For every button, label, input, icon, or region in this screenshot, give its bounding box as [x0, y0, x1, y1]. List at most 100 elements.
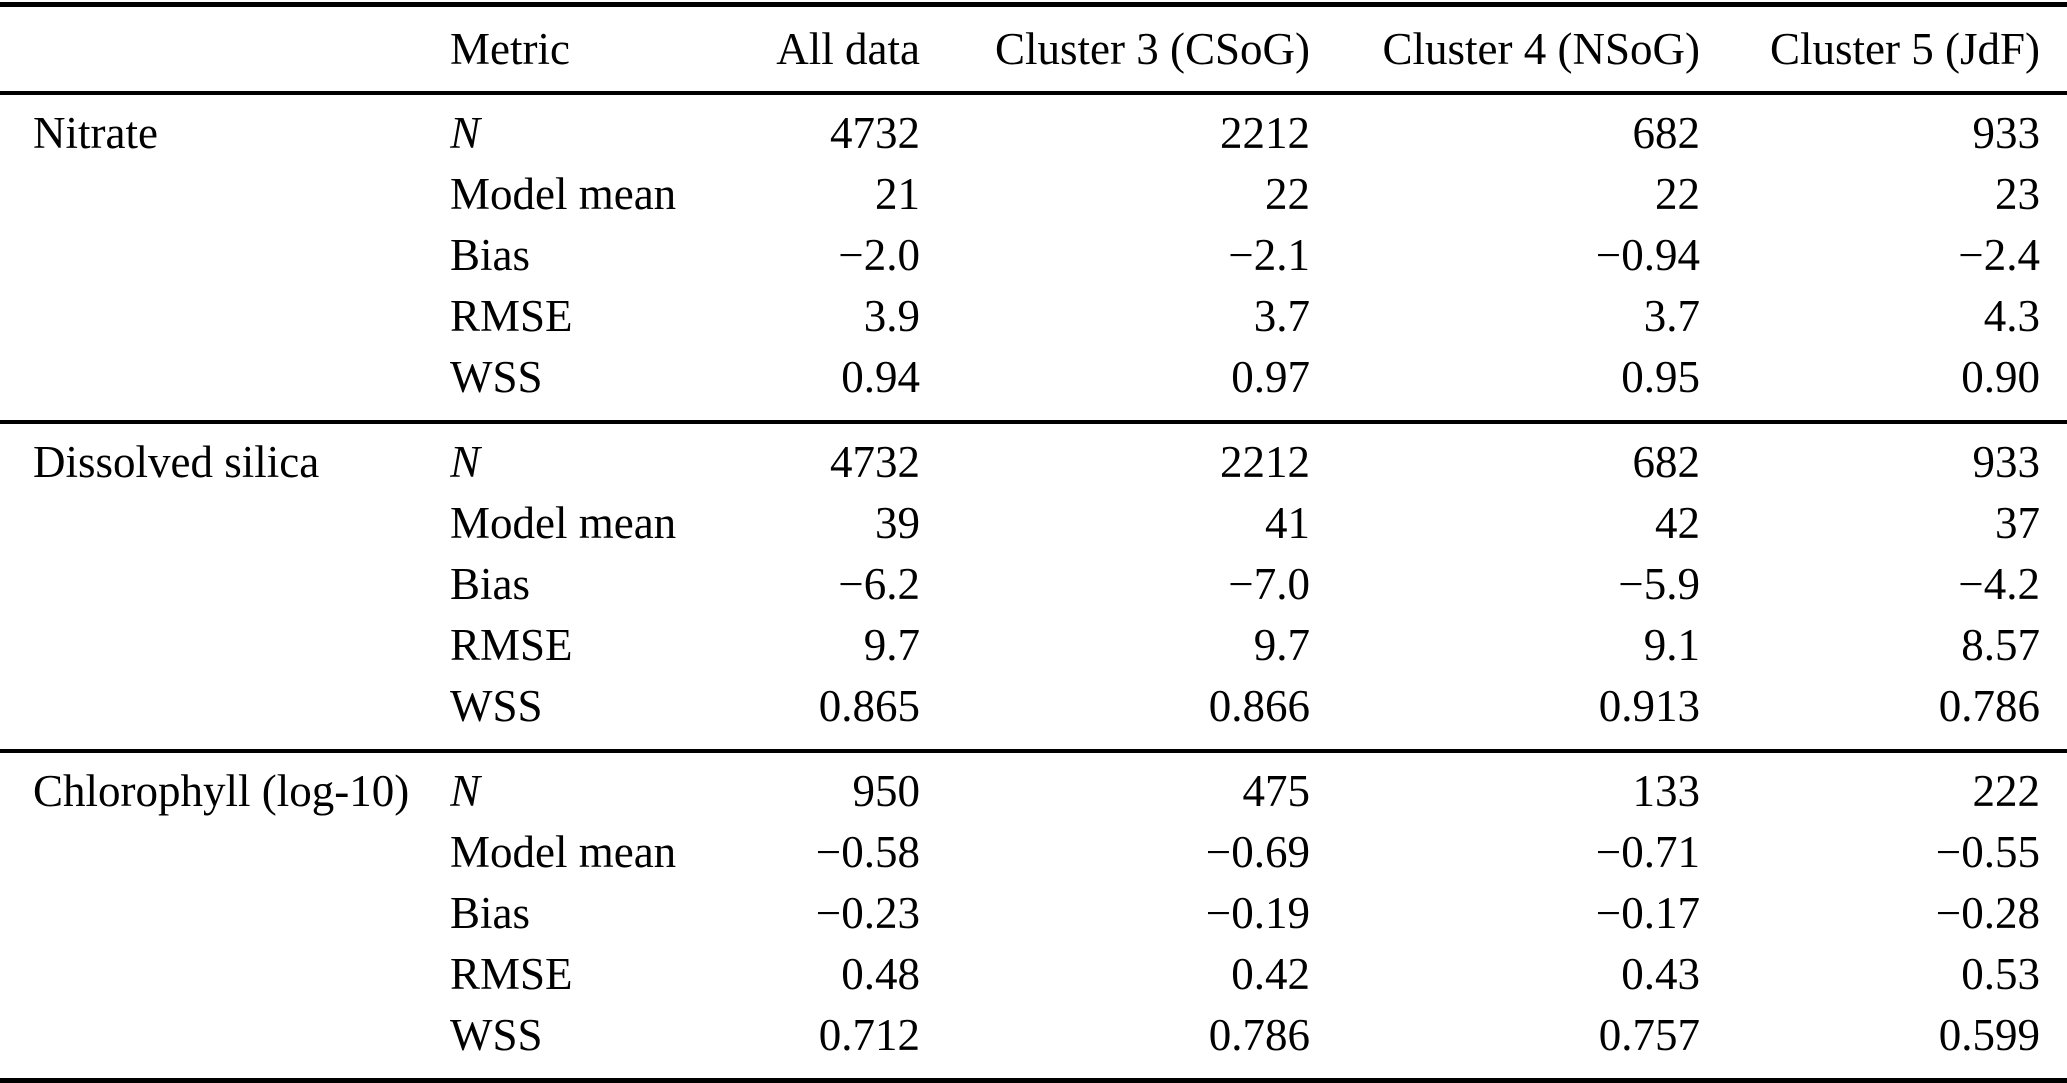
value-cell: 3.7	[1643, 291, 1700, 341]
metric-cell: N	[450, 108, 481, 158]
column-header-cluster-5: Cluster 5 (JdF)	[1770, 23, 2040, 74]
value-cell: 42	[1655, 498, 1700, 548]
value-cell: 0.97	[1231, 352, 1310, 402]
value-cell: 3.9	[863, 291, 920, 341]
value-cell: 2212	[1220, 437, 1310, 487]
table-row: Nitrate N 4732 2212 682 933	[0, 93, 2067, 164]
value-cell: 0.786	[1208, 1010, 1310, 1060]
value-cell: −0.19	[1205, 888, 1310, 938]
variable-cell: Chlorophyll (log-10)	[33, 766, 410, 816]
metric-cell: N	[450, 437, 481, 487]
value-cell: −0.69	[1205, 827, 1310, 877]
value-cell: 0.865	[818, 681, 920, 731]
variable-cell: Dissolved silica	[33, 437, 320, 487]
column-header-cluster-3: Cluster 3 (CSoG)	[995, 23, 1310, 74]
group-dissolved-silica: Dissolved silica N 4732 2212 682 933 Mod…	[0, 422, 2067, 751]
variable-cell	[0, 883, 450, 944]
column-header-metric: Metric	[450, 23, 570, 74]
variable-cell	[0, 347, 450, 422]
table-row: Model mean 21 22 22 23	[0, 164, 2067, 225]
metric-cell: Bias	[450, 888, 531, 938]
value-cell: −0.55	[1935, 827, 2040, 877]
metric-cell: RMSE	[450, 291, 573, 341]
variable-cell	[0, 1005, 450, 1081]
value-cell: 133	[1632, 766, 1701, 816]
value-cell: 0.913	[1598, 681, 1700, 731]
table-row: Bias −2.0 −2.1 −0.94 −2.4	[0, 225, 2067, 286]
value-cell: 9.1	[1643, 620, 1700, 670]
value-cell: −0.17	[1595, 888, 1700, 938]
value-cell: −6.2	[838, 559, 920, 609]
value-cell: 0.42	[1231, 949, 1310, 999]
metric-cell: RMSE	[450, 949, 573, 999]
value-cell: 21	[875, 169, 920, 219]
value-cell: 4732	[830, 108, 920, 158]
column-header-variable	[0, 5, 450, 94]
value-cell: 933	[1972, 108, 2041, 158]
table-row: RMSE 9.7 9.7 9.1 8.57	[0, 615, 2067, 676]
value-cell: 682	[1632, 108, 1701, 158]
variable-cell	[0, 286, 450, 347]
value-cell: −0.58	[815, 827, 920, 877]
value-cell: −2.1	[1228, 230, 1310, 280]
value-cell: 950	[852, 766, 921, 816]
table-row: Dissolved silica N 4732 2212 682 933	[0, 422, 2067, 493]
variable-cell	[0, 615, 450, 676]
value-cell: 0.757	[1598, 1010, 1700, 1060]
metric-cell: Model mean	[450, 169, 677, 219]
value-cell: 37	[1995, 498, 2040, 548]
value-cell: 475	[1242, 766, 1311, 816]
value-cell: 41	[1265, 498, 1310, 548]
metric-cell: Model mean	[450, 498, 677, 548]
value-cell: −0.71	[1595, 827, 1700, 877]
table-row: WSS 0.712 0.786 0.757 0.599	[0, 1005, 2067, 1081]
value-cell: 39	[875, 498, 920, 548]
value-cell: 0.712	[818, 1010, 920, 1060]
metric-cell: WSS	[450, 1010, 543, 1060]
variable-cell	[0, 164, 450, 225]
value-cell: 0.43	[1621, 949, 1700, 999]
metric-cell: WSS	[450, 352, 543, 402]
table-row: WSS 0.865 0.866 0.913 0.786	[0, 676, 2067, 751]
header-row: Metric All data Cluster 3 (CSoG) Cluster…	[0, 5, 2067, 94]
table-row: RMSE 0.48 0.42 0.43 0.53	[0, 944, 2067, 1005]
value-cell: −0.94	[1595, 230, 1700, 280]
value-cell: 4732	[830, 437, 920, 487]
value-cell: −7.0	[1228, 559, 1310, 609]
value-cell: −5.9	[1618, 559, 1700, 609]
metric-cell: WSS	[450, 681, 543, 731]
metric-cell: N	[450, 766, 481, 816]
value-cell: −2.4	[1958, 230, 2040, 280]
column-header-cluster-4: Cluster 4 (NSoG)	[1382, 23, 1700, 74]
metric-cell: Model mean	[450, 827, 677, 877]
table-row: Chlorophyll (log-10) N 950 475 133 222	[0, 751, 2067, 822]
metric-cell: RMSE	[450, 620, 573, 670]
value-cell: −2.0	[838, 230, 920, 280]
value-cell: 8.57	[1961, 620, 2040, 670]
variable-cell	[0, 676, 450, 751]
value-cell: 22	[1655, 169, 1700, 219]
value-cell: 0.599	[1938, 1010, 2040, 1060]
variable-cell: Nitrate	[33, 108, 158, 158]
value-cell: −0.28	[1935, 888, 2040, 938]
variable-cell	[0, 493, 450, 554]
table-row: Bias −0.23 −0.19 −0.17 −0.28	[0, 883, 2067, 944]
column-header-all-data: All data	[776, 23, 920, 74]
value-cell: 0.866	[1208, 681, 1310, 731]
value-cell: −0.23	[815, 888, 920, 938]
value-cell: 0.786	[1938, 681, 2040, 731]
value-cell: 682	[1632, 437, 1701, 487]
value-cell: 0.94	[841, 352, 920, 402]
value-cell: 0.90	[1961, 352, 2040, 402]
value-cell: 9.7	[1253, 620, 1310, 670]
value-cell: 0.95	[1621, 352, 1700, 402]
table-row: RMSE 3.9 3.7 3.7 4.3	[0, 286, 2067, 347]
variable-cell	[0, 822, 450, 883]
metric-cell: Bias	[450, 559, 531, 609]
table-row: Bias −6.2 −7.0 −5.9 −4.2	[0, 554, 2067, 615]
table-header: Metric All data Cluster 3 (CSoG) Cluster…	[0, 5, 2067, 94]
value-cell: 4.3	[1983, 291, 2040, 341]
value-cell: 0.53	[1961, 949, 2040, 999]
table-row: Model mean −0.58 −0.69 −0.71 −0.55	[0, 822, 2067, 883]
metric-cell: Bias	[450, 230, 531, 280]
